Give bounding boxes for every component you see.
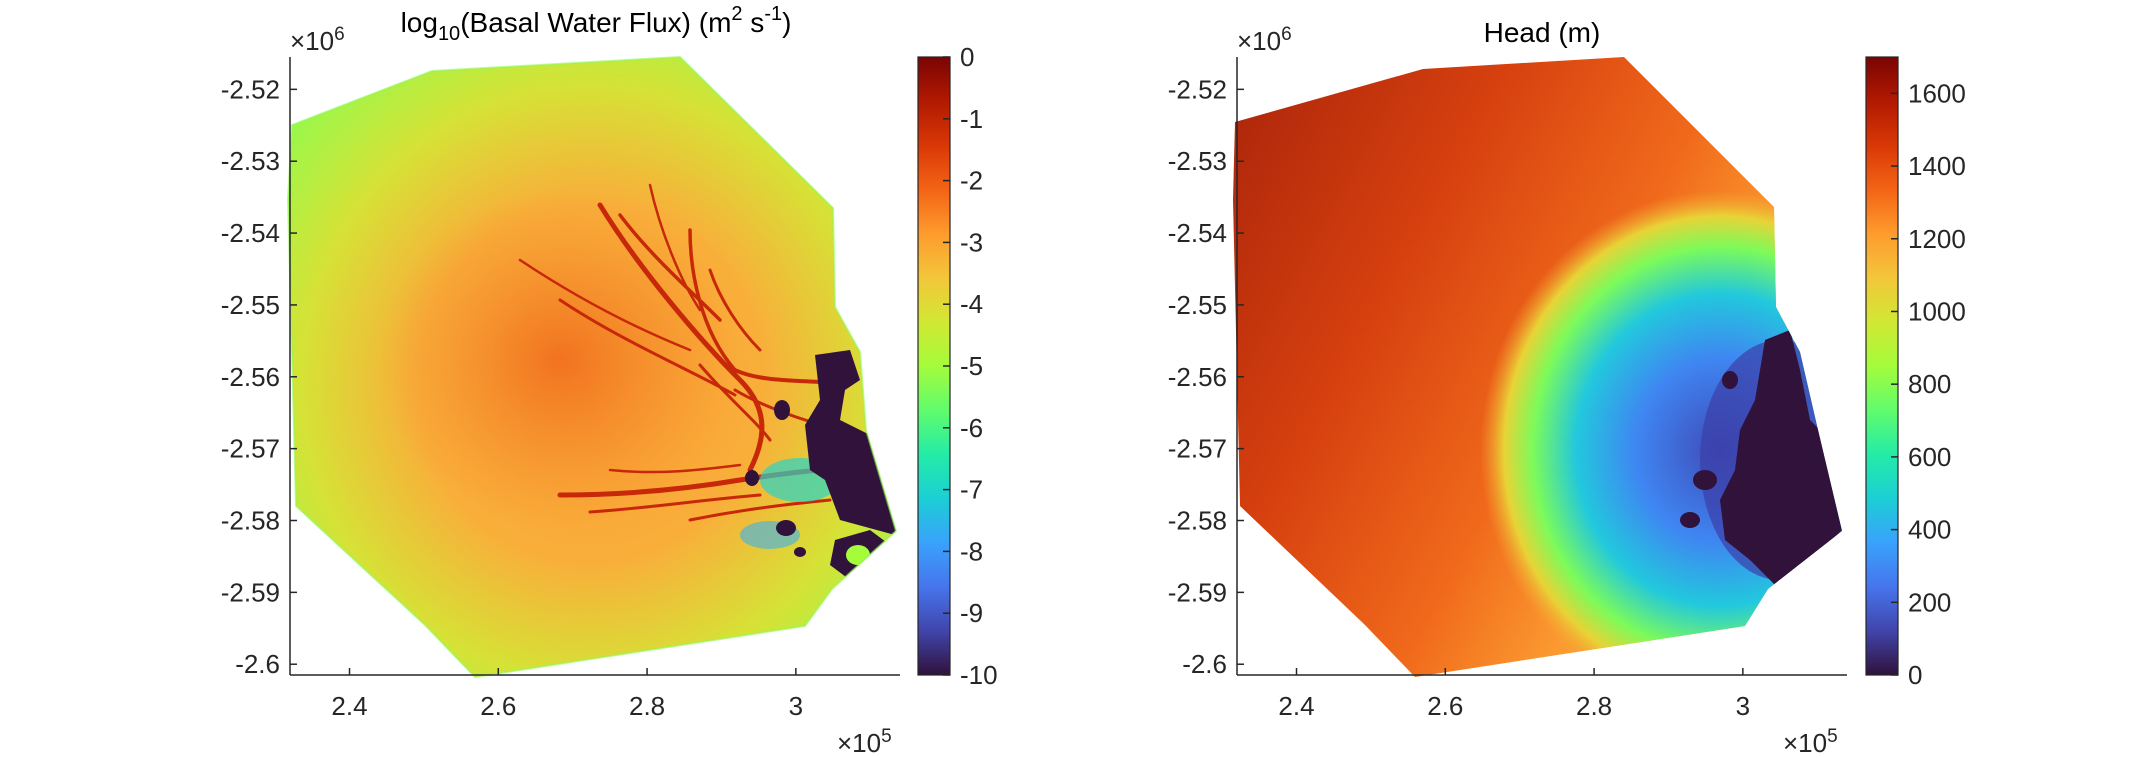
- colorbar-tick-label: -3: [960, 227, 983, 257]
- right-chart-title: Head (m): [1484, 17, 1601, 48]
- colorbar-tick-label: 1600: [1908, 78, 1966, 108]
- x-tick-label: 2.6: [480, 691, 516, 721]
- left-map-field: [288, 57, 896, 677]
- y-tick-label: -2.6: [235, 649, 280, 679]
- right-x-ticks: 2.4 2.6 2.8 3: [1278, 668, 1750, 721]
- head-low-regions: [1680, 330, 1842, 585]
- left-x-exponent: ×105: [837, 726, 892, 758]
- y-tick-label: -2.57: [1168, 434, 1227, 464]
- colorbar-tick-label: -5: [960, 351, 983, 381]
- left-x-ticks: 2.4 2.6 2.8 3: [331, 668, 803, 721]
- left-y-ticks: -2.52 -2.53 -2.54 -2.55 -2.56 -2.57 -2.58 -2.59…: [221, 74, 297, 679]
- colorbar-tick-label: -9: [960, 598, 983, 628]
- x-tick-label: 2.8: [629, 691, 665, 721]
- x-tick-label: 2.4: [331, 691, 367, 721]
- colorbar-tick-label: 1000: [1908, 296, 1966, 326]
- right-y-ticks: -2.52 -2.53 -2.54 -2.55 -2.56 -2.57 -2.58 -2.59…: [1168, 74, 1244, 679]
- y-tick-label: -2.53: [1168, 146, 1227, 176]
- y-tick-label: -2.58: [221, 506, 280, 536]
- colorbar-tick-label: 200: [1908, 587, 1951, 617]
- left-colorbar-ticks: 0 -1 -2 -3 -4 -5 -6 -7 -8 -9 -10: [943, 42, 998, 690]
- right-map-field: [1233, 57, 1842, 677]
- left-y-exponent: ×106: [290, 24, 345, 56]
- x-tick-label: 3: [789, 691, 803, 721]
- colorbar-tick-label: 1200: [1908, 224, 1966, 254]
- right-x-exponent: ×105: [1783, 726, 1838, 758]
- colorbar-tick-label: 800: [1908, 369, 1951, 399]
- flux-channels: [518, 183, 853, 522]
- colorbar-tick-label: -2: [960, 166, 983, 196]
- colorbar-tick-label: -4: [960, 289, 983, 319]
- y-tick-label: -2.54: [221, 218, 280, 248]
- x-tick-label: 2.8: [1576, 691, 1612, 721]
- y-tick-label: -2.55: [221, 290, 280, 320]
- y-tick-label: -2.57: [221, 434, 280, 464]
- x-tick-label: 3: [1736, 691, 1750, 721]
- colorbar-tick-label: -6: [960, 413, 983, 443]
- y-tick-label: -2.59: [221, 577, 280, 607]
- x-tick-label: 2.6: [1427, 691, 1463, 721]
- right-axes: -2.52 -2.53 -2.54 -2.55 -2.56 -2.57 -2.58 -2.59…: [1168, 57, 1847, 721]
- y-tick-label: -2.59: [1168, 577, 1227, 607]
- colorbar-tick-label: 0: [1908, 660, 1922, 690]
- y-tick-label: -2.52: [221, 74, 280, 104]
- y-tick-label: -2.56: [221, 362, 280, 392]
- colorbar-tick-label: 0: [960, 42, 974, 72]
- y-tick-label: -2.53: [221, 146, 280, 176]
- x-tick-label: 2.4: [1278, 691, 1314, 721]
- y-tick-label: -2.6: [1182, 649, 1227, 679]
- y-tick-label: -2.52: [1168, 74, 1227, 104]
- left-colorbar: 0 -1 -2 -3 -4 -5 -6 -7 -8 -9 -10: [917, 42, 998, 690]
- colorbar-tick-label: -8: [960, 536, 983, 566]
- y-tick-label: -2.55: [1168, 290, 1227, 320]
- left-chart-title: log10(Basal Water Flux) (m2 s-1): [401, 3, 792, 45]
- colorbar-tick-label: -7: [960, 475, 983, 505]
- left-axes: -2.52 -2.53 -2.54 -2.55 -2.56 -2.57 -2.58 -2.59…: [221, 57, 900, 721]
- colorbar-tick-label: 1400: [1908, 151, 1966, 181]
- y-tick-label: -2.54: [1168, 218, 1227, 248]
- right-colorbar-ticks: 1600 1400 1200 1000 800 600 400 200 0: [1891, 78, 1966, 690]
- y-tick-label: -2.58: [1168, 506, 1227, 536]
- right-y-exponent: ×106: [1237, 24, 1292, 56]
- colorbar-tick-label: 400: [1908, 515, 1951, 545]
- colorbar-tick-label: -1: [960, 104, 983, 134]
- colorbar-tick-label: 600: [1908, 442, 1951, 472]
- right-colorbar: 1600 1400 1200 1000 800 600 400 200 0: [1865, 56, 1966, 690]
- y-tick-label: -2.56: [1168, 362, 1227, 392]
- colorbar-tick-label: -10: [960, 660, 998, 690]
